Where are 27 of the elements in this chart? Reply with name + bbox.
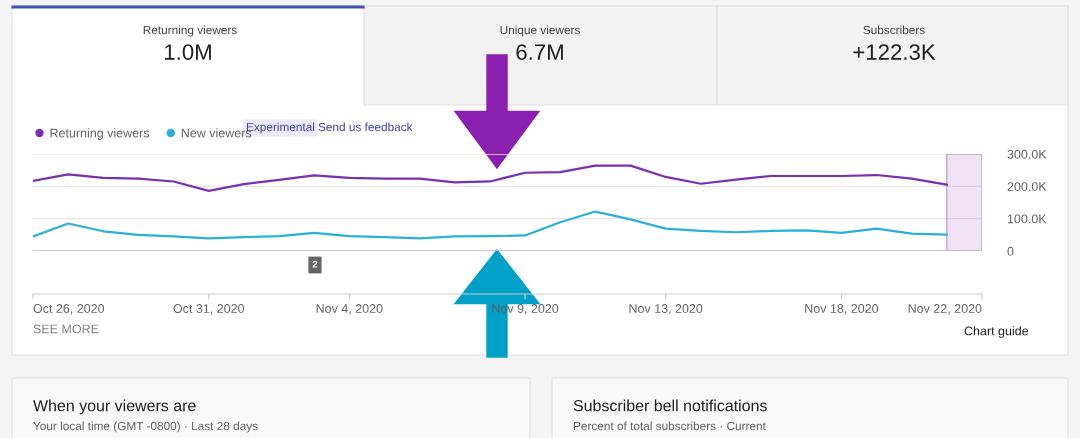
x-tick-label: Oct 26, 2020 [33,304,105,315]
text: Subscribers [863,25,925,35]
line-series [33,210,948,240]
x-tick-label: Oct 31, 2020 [173,304,245,315]
text: 1.0M [164,44,211,60]
text: Your local time (GMT -0800) · Last 28 days [33,421,258,433]
text: 2 [312,260,318,268]
text: Subscriber bell notifications [573,399,767,412]
y-tick-label: 200.0K [1007,182,1047,191]
y-tick-label: 0 [1007,246,1014,256]
text: Chart guide [964,326,1029,338]
text: Percent of total subscribers · Current [573,421,766,431]
text: +122.3K [853,44,936,60]
text: When your viewers are [33,399,196,415]
x-tick-label: Nov 18, 2020 [805,304,879,315]
x-tick-label: Nov 4, 2020 [316,304,383,315]
y-tick-label: 100.0K [1007,214,1047,224]
text: SEE MORE [33,324,99,334]
text: Returning viewers [143,25,237,37]
legend-label: Returning viewers [50,128,150,140]
line-series [33,164,948,192]
text: Send us feedback [318,122,413,132]
text: Unique viewers [500,25,580,37]
x-tick-label: Nov 13, 2020 [629,304,703,315]
y-tick-label: 300.0K [1007,149,1047,159]
x-tick-label: Nov 22, 2020 [908,304,982,315]
text: 6.7M [516,44,563,60]
